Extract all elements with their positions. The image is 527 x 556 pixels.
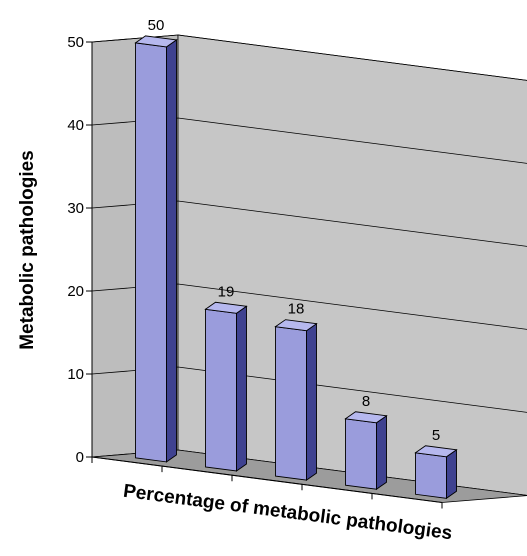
x-axis-line	[91, 456, 443, 503]
bar-front	[135, 42, 167, 463]
gridline	[91, 117, 527, 164]
bar-top	[204, 301, 248, 314]
bar-side	[166, 39, 177, 463]
bar-front	[345, 418, 377, 490]
bar-side	[446, 448, 457, 500]
bar	[274, 319, 318, 481]
y-tick-label: 30	[67, 200, 84, 217]
data-labels: 50 19 18 8 5	[148, 17, 441, 444]
gridline	[91, 283, 527, 330]
bar-top	[134, 35, 178, 48]
y-axis-title: Metabolic pathologies	[17, 150, 38, 350]
bar-front	[205, 308, 237, 472]
bar-side	[306, 322, 317, 481]
y-tick-label: 40	[67, 117, 84, 134]
bar-top	[274, 319, 318, 332]
bar-top	[344, 411, 388, 424]
bar	[344, 411, 388, 491]
y-axis-ticks: 0 10 20 30 40 50	[67, 34, 84, 466]
data-label: 8	[362, 393, 370, 410]
y-tick-label: 0	[76, 449, 84, 466]
data-label: 5	[432, 427, 440, 444]
gridline	[91, 200, 527, 247]
data-label: 18	[288, 301, 305, 318]
gridline	[91, 34, 527, 81]
bar-front	[275, 326, 307, 481]
gridline	[91, 366, 527, 413]
bar-side	[236, 305, 247, 472]
y-tick-label: 50	[67, 34, 84, 51]
bar	[204, 301, 248, 472]
data-label: 50	[148, 17, 165, 34]
bar-front	[415, 452, 447, 499]
bars	[134, 35, 458, 500]
y-tick-label: 20	[67, 283, 84, 300]
bar-top	[414, 445, 458, 458]
bar	[134, 35, 178, 463]
axes	[86, 41, 443, 509]
gridlines	[91, 34, 527, 413]
bar	[414, 445, 458, 500]
y-tick-label: 10	[67, 366, 84, 383]
data-label: 19	[218, 283, 235, 300]
bar-side	[376, 414, 387, 491]
